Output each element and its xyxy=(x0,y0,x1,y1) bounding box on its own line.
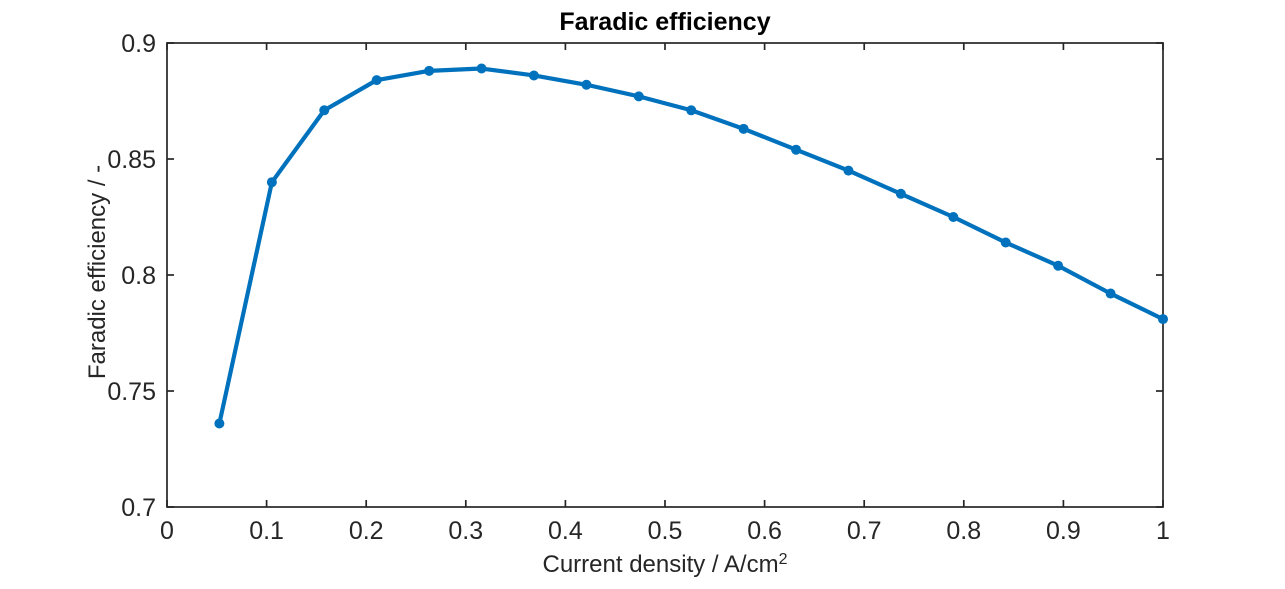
y-tick-label: 0.9 xyxy=(121,30,156,58)
data-point-marker xyxy=(319,105,330,116)
data-point-marker xyxy=(948,212,959,222)
x-tick-label: 0 xyxy=(160,517,174,545)
data-point-marker xyxy=(1105,288,1116,299)
data-point-marker xyxy=(214,418,225,429)
y-tick-label: 0.75 xyxy=(107,378,156,406)
data-point-marker xyxy=(686,105,697,116)
data-point-marker xyxy=(843,165,854,176)
data-point-marker xyxy=(1053,260,1064,271)
x-tick-label: 0.5 xyxy=(648,517,683,545)
x-axis-label-superscript: 2 xyxy=(778,551,788,568)
data-point-marker xyxy=(581,79,592,90)
series-line xyxy=(217,66,1166,426)
data-point-marker xyxy=(476,63,487,74)
data-point-marker xyxy=(1000,237,1011,248)
x-tick-label: 0.7 xyxy=(847,517,882,545)
data-point-marker xyxy=(895,188,906,199)
x-tick-label: 0.4 xyxy=(548,517,583,545)
data-point-marker xyxy=(1158,314,1168,325)
x-tick-label: 0.3 xyxy=(448,517,483,545)
y-tick-label: 0.8 xyxy=(121,262,156,290)
x-tick-label: 1 xyxy=(1156,517,1170,545)
data-point-marker xyxy=(633,91,644,102)
x-tick-label: 0.6 xyxy=(747,517,782,545)
data-point-marker xyxy=(266,177,277,188)
x-tick-label: 0.1 xyxy=(249,517,284,545)
y-tick-label: 0.7 xyxy=(121,494,156,522)
x-axis-label-text: Current density / A/cm xyxy=(542,551,779,578)
data-point-marker xyxy=(528,70,539,81)
x-tick-label: 0.8 xyxy=(946,517,981,545)
data-point-marker xyxy=(791,144,802,155)
x-axis-label: Current density / A/cm2 xyxy=(167,551,1163,579)
data-point-marker xyxy=(738,123,749,134)
x-tick-label: 0.9 xyxy=(1046,517,1081,545)
axes-box xyxy=(166,42,1164,508)
y-tick-label: 0.85 xyxy=(107,146,156,174)
x-tick-label: 0.2 xyxy=(349,517,384,545)
data-point-marker xyxy=(424,65,435,76)
data-point-marker xyxy=(371,75,382,86)
chart-title: Faradic efficiency xyxy=(559,8,771,36)
